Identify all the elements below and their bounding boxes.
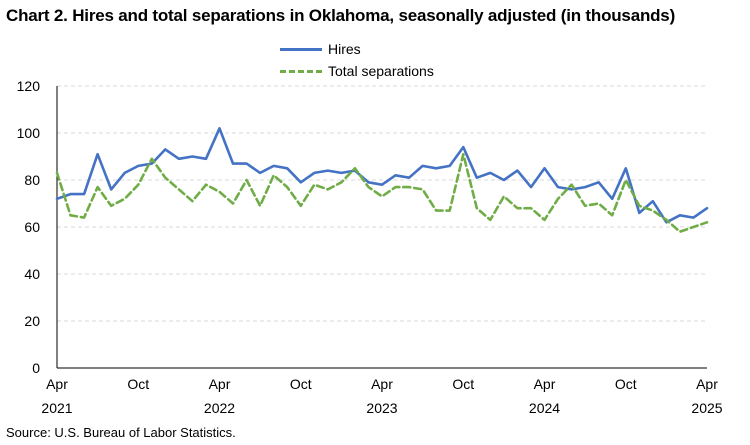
chart-title: Chart 2. Hires and total separations in … <box>6 6 676 25</box>
legend: Hires Total separations <box>280 38 434 82</box>
series-line-hires <box>55 127 709 224</box>
y-tick-label-120: 120 <box>17 78 41 94</box>
x-tick-year-48: 2025 <box>691 400 722 416</box>
legend-item-hires: Hires <box>280 38 434 60</box>
y-tick-label-80: 80 <box>24 172 40 188</box>
x-tick-label-48: Apr <box>696 376 718 392</box>
x-tick-label-42: Oct <box>615 376 637 392</box>
x-tick-label-12: Apr <box>209 376 231 392</box>
y-tick-label-60: 60 <box>24 219 40 235</box>
x-tick-year-12: 2022 <box>204 400 235 416</box>
x-tick-label-36: Apr <box>534 376 556 392</box>
y-tick-label-40: 40 <box>24 266 40 282</box>
legend-swatch-hires <box>280 47 322 51</box>
x-tick-label-30: Oct <box>452 376 474 392</box>
y-tick-label-100: 100 <box>17 125 41 141</box>
x-tick-label-18: Oct <box>290 376 312 392</box>
x-tick-label-24: Apr <box>371 376 393 392</box>
legend-label-separations: Total separations <box>328 63 434 79</box>
y-tick-label-0: 0 <box>32 360 40 376</box>
x-tick-year-24: 2023 <box>366 400 397 416</box>
x-tick-label-0: Apr <box>46 376 68 392</box>
y-tick-label-20: 20 <box>24 313 40 329</box>
source-note: Source: U.S. Bureau of Labor Statistics. <box>6 425 236 440</box>
x-tick-year-0: 2021 <box>41 400 72 416</box>
series-line-separations <box>55 152 709 233</box>
legend-label-hires: Hires <box>328 41 361 57</box>
x-tick-label-6: Oct <box>127 376 149 392</box>
x-tick-year-36: 2024 <box>529 400 560 416</box>
legend-swatch-separations <box>280 69 322 73</box>
legend-item-separations: Total separations <box>280 60 434 82</box>
